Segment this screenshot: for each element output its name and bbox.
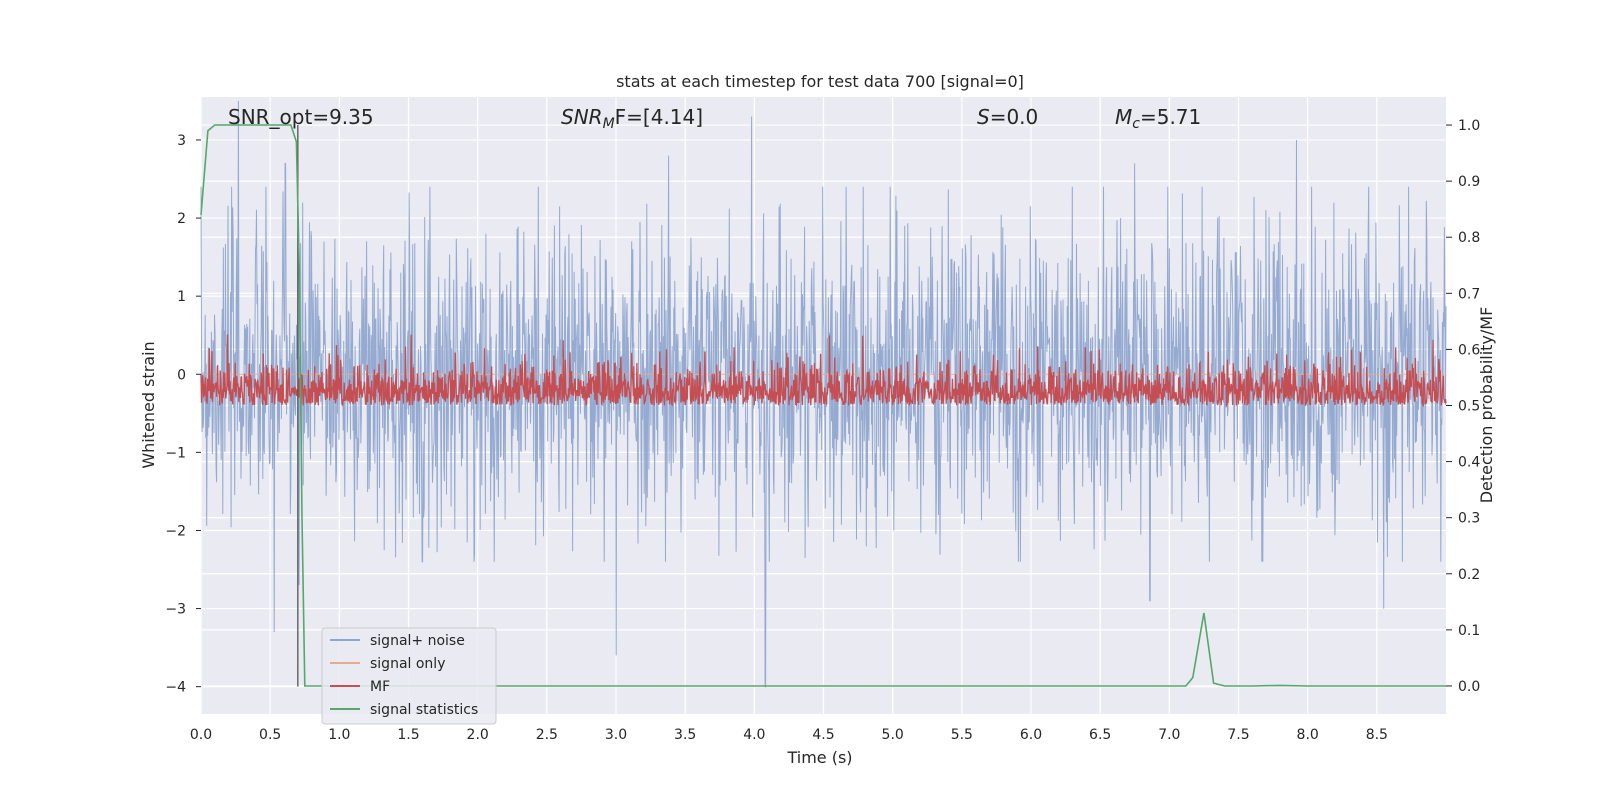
y-right-tick-label: 0.9 [1458,174,1480,190]
y-axis-label-left: Whitened strain [139,341,158,468]
x-tick-label: 5.0 [882,727,904,743]
y-left-tick-label: −3 [165,602,186,618]
y-right-tick-label: 0.3 [1458,511,1480,527]
tick-labels: 0.0 0.5 1.0 1.5 2.0 2.5 3.0 3.5 4.0 4.5 5.0 5.5 6.0 6… [165,118,1480,743]
y-right-tick-label: 0.6 [1458,342,1480,358]
x-tick-label: 7.5 [1227,727,1249,743]
x-tick-label: 1.0 [328,727,350,743]
y-right-tick-label: 0.2 [1458,567,1480,583]
x-tick-label: 1.5 [397,727,419,743]
y-left-tick-label: 3 [177,133,186,149]
chart-title: stats at each timestep for test data 700… [616,72,1024,91]
mc-main: M [1115,105,1132,129]
y-right-tick-label: 0.7 [1458,286,1480,302]
y-left-tick-label: −1 [165,445,186,461]
s-main: S [977,105,990,129]
annotation-s: S=0.0 [977,105,1038,129]
y-right-tick-label: 0.0 [1458,679,1480,695]
mc-rest: =5.71 [1140,105,1201,129]
x-tick-label: 0.0 [190,727,212,743]
legend-label-signal-statistics: signal statistics [370,702,478,718]
legend-label-signal-only: signal only [370,656,445,672]
x-tick-label: 6.0 [1020,727,1042,743]
legend-label-signal-noise: signal+ noise [370,633,465,649]
y-left-tick-label: 0 [177,367,186,383]
y-left-tick-label: 1 [177,289,186,305]
x-tick-label: 3.0 [605,727,627,743]
y-left-tick-label: −4 [165,680,186,696]
y-left-tick-label: 2 [177,211,186,227]
x-tick-label: 8.5 [1366,727,1388,743]
y-axis-label-right: Detection probability/MF [1477,307,1496,504]
x-tick-label: 4.5 [812,727,834,743]
annotation-snr-opt: SNR_opt=9.35 [228,105,374,129]
x-tick-label: 3.5 [674,727,696,743]
mc-sub: c [1132,116,1140,132]
s-rest: =0.0 [990,105,1039,129]
snr-mf-sub: M [603,116,615,132]
snr-mf-main: SNR [561,105,603,129]
x-tick-label: 6.5 [1089,727,1111,743]
x-tick-label: 7.0 [1158,727,1180,743]
annotation-mc: Mc=5.71 [1115,105,1201,132]
y-left-tick-label: −2 [165,523,186,539]
x-tick-label: 2.0 [467,727,489,743]
legend: signal+ noise signal only MF signal stat… [321,627,497,725]
x-tick-label: 4.0 [743,727,765,743]
snr-mf-rest: F=[4.14] [615,105,703,129]
x-tick-label: 0.5 [259,727,281,743]
y-right-tick-label: 1.0 [1458,118,1480,134]
x-tick-label: 2.5 [536,727,558,743]
x-tick-label: 5.5 [951,727,973,743]
x-axis-label: Time (s) [786,748,852,767]
legend-box [321,627,497,725]
annotation-snr-mf: SNRMF=[4.14] [561,105,703,132]
y-right-tick-label: 0.1 [1458,623,1480,639]
series-mf-line [200,334,1447,408]
legend-label-mf: MF [370,679,390,695]
y-right-tick-label: 0.8 [1458,230,1480,246]
y-right-tick-label: 0.4 [1458,455,1480,471]
x-tick-label: 8.0 [1297,727,1319,743]
y-right-tick-label: 0.5 [1458,399,1480,415]
